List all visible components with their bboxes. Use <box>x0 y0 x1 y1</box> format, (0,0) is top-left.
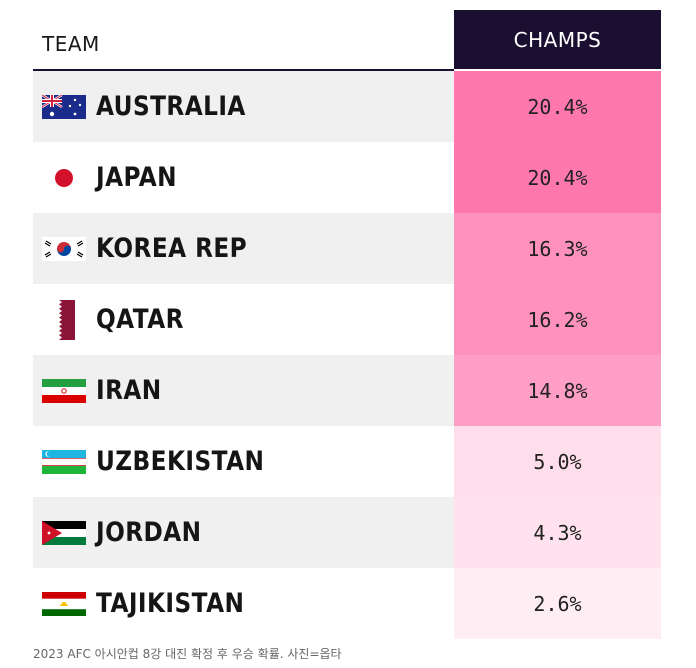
team-cell: KOREA REP <box>33 213 454 284</box>
team-name: JAPAN <box>96 162 178 193</box>
japan-flag-icon <box>42 166 86 190</box>
team-name: JORDAN <box>96 517 202 548</box>
champs-value: 5.0% <box>454 426 661 497</box>
team-name: AUSTRALIA <box>96 91 246 122</box>
table-row: KOREA REP 16.3% <box>33 213 661 284</box>
champs-value: 20.4% <box>454 71 661 142</box>
jordan-flag-icon <box>42 521 86 545</box>
table-row: UZBEKISTAN 5.0% <box>33 426 661 497</box>
team-cell: TAJIKISTAN <box>33 568 454 639</box>
team-name: QATAR <box>96 304 184 335</box>
team-name: TAJIKISTAN <box>96 588 245 619</box>
table-row: JAPAN 20.4% <box>33 142 661 213</box>
team-cell: IRAN <box>33 355 454 426</box>
table-header: TEAM CHAMPS <box>33 10 661 71</box>
uzbekistan-flag-icon <box>42 450 86 474</box>
champs-value: 4.3% <box>454 497 661 568</box>
team-cell: JAPAN <box>33 142 454 213</box>
table-row: QATAR 16.2% <box>33 284 661 355</box>
team-column-header: TEAM <box>42 32 100 56</box>
champs-value: 16.3% <box>454 213 661 284</box>
table-row: JORDAN 4.3% <box>33 497 661 568</box>
image-caption: 2023 AFC 아시안컵 8강 대진 확정 후 우승 확률. 사진=옵타 <box>33 647 342 661</box>
korea-flag-icon <box>42 237 86 261</box>
team-cell: JORDAN <box>33 497 454 568</box>
team-name: UZBEKISTAN <box>96 446 265 477</box>
table-body: AUSTRALIA 20.4% JAPAN 20.4% KOREA REP 16… <box>33 71 661 639</box>
champs-value: 14.8% <box>454 355 661 426</box>
table-row: TAJIKISTAN 2.6% <box>33 568 661 639</box>
tajikistan-flag-icon <box>42 592 86 616</box>
table-row: AUSTRALIA 20.4% <box>33 71 661 142</box>
australia-flag-icon <box>42 95 86 119</box>
iran-flag-icon <box>42 379 86 403</box>
team-name: IRAN <box>96 375 162 406</box>
team-name: KOREA REP <box>96 233 248 264</box>
champs-value: 20.4% <box>454 142 661 213</box>
champion-probability-table: TEAM CHAMPS AUSTRALIA 20.4% JAPAN 20.4% <box>33 10 661 639</box>
header-divider <box>33 69 454 71</box>
team-cell: UZBEKISTAN <box>33 426 454 497</box>
table-row: IRAN 14.8% <box>33 355 661 426</box>
champs-value: 2.6% <box>454 568 661 639</box>
team-cell: QATAR <box>33 284 454 355</box>
qatar-flag-icon <box>42 300 86 340</box>
champs-value: 16.2% <box>454 284 661 355</box>
champs-column-header: CHAMPS <box>454 10 661 69</box>
team-cell: AUSTRALIA <box>33 71 454 142</box>
